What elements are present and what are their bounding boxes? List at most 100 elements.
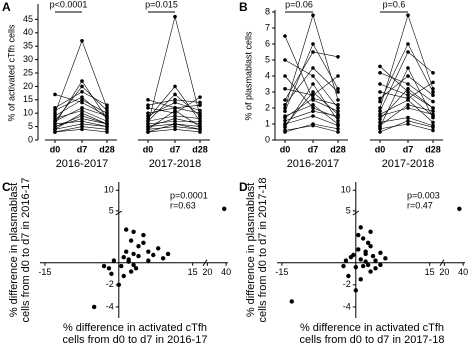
point [121, 273, 126, 279]
point [136, 243, 141, 249]
subject-dot [378, 120, 382, 125]
subject-dot [406, 82, 410, 86]
x-tick-label: d0 [143, 144, 154, 154]
subject-dot [406, 66, 410, 70]
subject-dot [378, 71, 382, 75]
x-tick-label: d28 [192, 144, 208, 154]
subject-dot [53, 130, 57, 134]
subject-dot [80, 79, 84, 83]
subject-dot [336, 106, 340, 110]
subject-dot [378, 82, 382, 86]
point [373, 266, 378, 271]
group-label: 2017-2018 [149, 158, 202, 170]
x-tick-label: -15 [38, 267, 51, 277]
subject-line [379, 120, 434, 133]
point [360, 236, 366, 241]
point [343, 258, 349, 263]
subject-dot [80, 100, 84, 105]
subject-dot [53, 106, 57, 110]
subject-dot [105, 122, 109, 126]
y-axis-label: % difference in plasmablast [245, 183, 257, 317]
subject-dot [336, 127, 340, 131]
subject-dot [283, 109, 287, 113]
subject-dot [173, 114, 177, 118]
subject-dot [406, 87, 410, 91]
subject-dot [105, 116, 109, 121]
subject-dot [173, 14, 177, 19]
subject-dot [283, 115, 287, 120]
y-tick-label: 10 [104, 185, 114, 195]
y-tick-label: 5 [28, 121, 33, 131]
subject-dot [311, 13, 315, 17]
x-axis-label: % difference in activated cTfh [300, 322, 444, 334]
subject-dot [431, 109, 435, 113]
y-axis-label: % of plasmablast cells [243, 31, 253, 121]
panel-letter: C [2, 180, 11, 194]
y-tick-label: -2 [106, 279, 114, 289]
panel-letter: D [239, 180, 248, 194]
subject-dot [198, 111, 202, 115]
subject-dot [406, 90, 410, 94]
subject-dot [406, 96, 410, 101]
subject-dot [283, 103, 287, 107]
subject-dot [283, 58, 287, 62]
point [111, 258, 117, 263]
subject-dot [198, 130, 202, 134]
subject-dot [431, 71, 435, 75]
subject-dot [198, 124, 202, 129]
subject-dot [105, 114, 109, 118]
subject-dot [105, 106, 109, 110]
subject-dot [336, 74, 340, 78]
subject-dot [311, 123, 315, 128]
point [356, 247, 361, 252]
subject-dot [80, 116, 84, 121]
point [101, 263, 107, 269]
subject-dot [311, 82, 315, 86]
subject-dot [53, 114, 57, 118]
x-axis-label: % difference in activated cTfh [63, 322, 207, 334]
subject-dot [146, 111, 150, 115]
point [146, 258, 151, 263]
subject-dot [80, 124, 84, 129]
point [126, 259, 131, 264]
subject-dot [173, 124, 177, 129]
subject-dot [105, 124, 109, 129]
subject-dot [53, 124, 57, 129]
y-axis-label: % of activated cTfh cells [6, 24, 16, 122]
point [156, 246, 161, 251]
point [358, 257, 363, 262]
y-tick-label: 1 [265, 118, 270, 128]
subject-dot [283, 128, 287, 133]
subject-dot [198, 95, 202, 99]
subject-line [379, 99, 434, 123]
group-label: 2016-2017 [287, 158, 340, 170]
x-tick-label: 20 [439, 267, 449, 277]
point [116, 282, 122, 288]
subject-dot [173, 100, 177, 105]
subject-dot [198, 127, 202, 132]
subject-dot [378, 127, 382, 131]
point [360, 263, 366, 269]
point [91, 304, 97, 310]
subject-dot [283, 123, 287, 128]
y-tick-label: -4 [343, 301, 351, 311]
subject-dot [146, 116, 150, 121]
subject-dot [80, 111, 84, 115]
annotation: r=0.47 [407, 200, 433, 210]
subject-dot [311, 50, 315, 54]
point [378, 262, 383, 268]
point [378, 250, 383, 255]
subject-dot [406, 74, 410, 78]
point [363, 259, 368, 264]
subject-dot [336, 98, 340, 102]
x-tick-label: d28 [330, 144, 346, 154]
y-tick-label: 40 [23, 27, 33, 37]
x-tick-label: d0 [50, 144, 61, 154]
point [121, 255, 126, 260]
subject-dot [198, 103, 202, 107]
point [222, 206, 227, 212]
subject-dot [406, 50, 410, 54]
subject-dot [173, 92, 177, 97]
y-tick-label: 25 [23, 67, 33, 77]
subject-dot [378, 99, 382, 104]
